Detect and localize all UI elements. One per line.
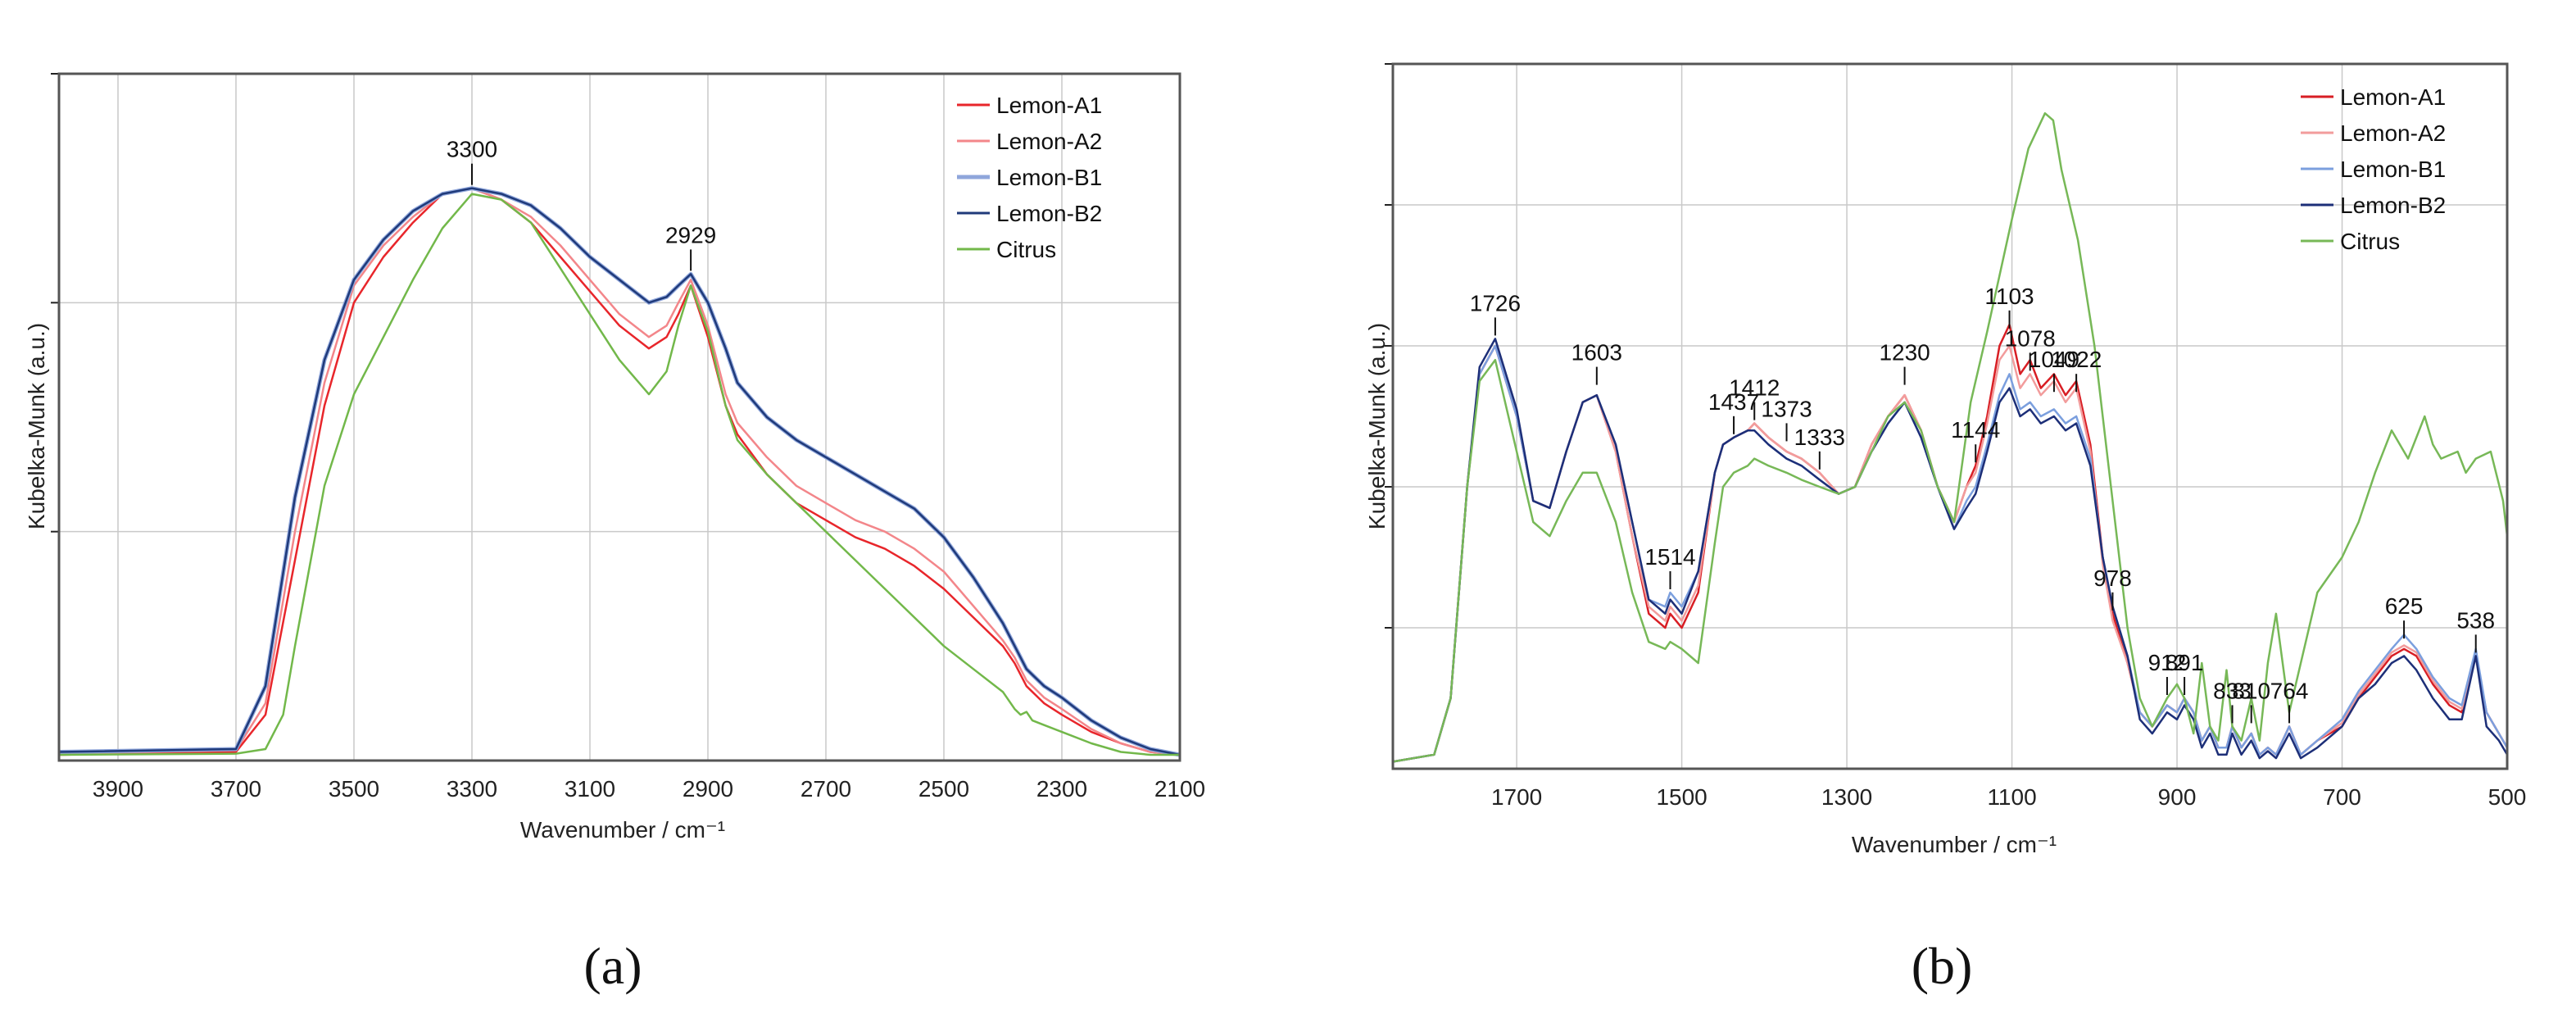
p1-annotation-1373: 1373 — [1761, 396, 1812, 421]
p1-annotation-764: 764 — [2270, 678, 2309, 703]
p1-annotation-1230: 1230 — [1879, 340, 1930, 366]
p1-x-tick-label: 900 — [2158, 784, 2197, 810]
p1-annotation-1022: 1022 — [2051, 347, 2102, 372]
p0-x-tick-label: 2500 — [918, 776, 969, 802]
p1-annotation-912: 912 — [2148, 650, 2187, 675]
p1-annotation-1049: 1049 — [2029, 347, 2079, 372]
p1-annotation-538: 538 — [2456, 607, 2495, 633]
p1-panel-label: (b) — [1912, 937, 1973, 995]
p1-legend-label-citrus: Citrus — [2340, 229, 2400, 254]
p1-x-tick-label: 1700 — [1491, 784, 1542, 810]
p0-series-line-lemon-b1 — [58, 186, 1181, 757]
p1-x-tick-label: 1300 — [1821, 784, 1872, 810]
p0-x-tick-label: 2900 — [683, 776, 733, 802]
p1-plot-frame — [1391, 62, 2509, 770]
p0-legend-label-lemon-b2: Lemon-B2 — [996, 201, 1102, 226]
p1-annotation-1603: 1603 — [1571, 340, 1622, 366]
p1-annotation-978: 978 — [2093, 565, 2132, 591]
p1-annotation-1437: 1437 — [1708, 389, 1759, 415]
p1-x-tick-label: 1100 — [1987, 784, 2036, 810]
p0-x-tick-label: 2100 — [1154, 776, 1205, 802]
p1-y-axis-title: Kubelka-Munk (a.u.) — [1364, 323, 1390, 529]
p0-legend: Lemon-A1 Lemon-A2 Lemon-B1 Lemon-B2 Citrus — [957, 93, 1102, 262]
p1-x-axis-title: Wavenumber / cm⁻¹ — [1852, 832, 2057, 857]
p0-x-tick-label: 2700 — [800, 776, 851, 802]
p0-annotation-3300: 3300 — [447, 137, 497, 162]
p0-x-tick-label: 2300 — [1036, 776, 1087, 802]
p1-annotation-891: 891 — [2166, 650, 2204, 675]
p0-plot-frame — [57, 72, 1181, 762]
p1-series-line-lemon-b1 — [1392, 344, 2509, 763]
p1-annotation-1514: 1514 — [1644, 544, 1695, 570]
p0-legend-label-lemon-a1: Lemon-A1 — [996, 93, 1102, 118]
p1-legend-label-lemon-a2: Lemon-A2 — [2340, 120, 2446, 146]
p1-annotation-810: 810 — [2232, 678, 2270, 703]
p1-annotation-1103: 1103 — [1984, 284, 2034, 309]
p0-series-line-citrus — [58, 193, 1180, 756]
p0-x-tick-label: 3100 — [565, 776, 615, 802]
p1-legend-label-lemon-a1: Lemon-A1 — [2340, 84, 2446, 110]
p1-legend: Lemon-A1 Lemon-A2 Lemon-B1 Lemon-B2 Citrus — [2301, 84, 2446, 254]
p1-x-tick-label: 700 — [2323, 784, 2361, 810]
p1-annotation-1412: 1412 — [1729, 375, 1780, 401]
p1-annotation-1333: 1333 — [1794, 425, 1845, 450]
p0-legend-label-lemon-a2: Lemon-A2 — [996, 129, 1102, 154]
p1-series-line-lemon-a1 — [1392, 323, 2509, 763]
p0-series-line-lemon-a2 — [58, 187, 1181, 756]
chart-panel-b: 1700 1500 1300 1100 900 700 500 Wavenumber / cm… — [1364, 62, 2527, 995]
p0-panel-label: (a) — [583, 937, 642, 995]
p0-x-tick-label: 3900 — [93, 776, 143, 802]
p0-legend-label-lemon-b1: Lemon-B1 — [996, 165, 1102, 190]
p0-y-axis-title: Kubelka-Munk (a.u.) — [24, 323, 49, 529]
p1-x-tick-label: 1500 — [1656, 784, 1707, 810]
p1-annotation-1144: 1144 — [1951, 417, 2000, 443]
p1-series-line-lemon-a2 — [1392, 344, 2509, 763]
p0-annotation-2929: 2929 — [665, 222, 716, 248]
p0-x-tick-label: 3700 — [211, 776, 261, 802]
p1-x-tick-label: 500 — [2488, 784, 2527, 810]
p1-series-line-citrus — [1392, 111, 2509, 763]
p1-legend-label-lemon-b2: Lemon-B2 — [2340, 193, 2446, 218]
chart-panel-a: 3900 3700 3500 3300 3100 2900 2700 2500 2300 2100… — [24, 72, 1205, 995]
p0-x-axis-title: Wavenumber / cm⁻¹ — [520, 817, 725, 843]
p0-legend-label-citrus: Citrus — [996, 237, 1056, 262]
p0-series-line-lemon-a1 — [58, 187, 1181, 756]
p1-series-line-lemon-b2 — [1392, 338, 2509, 763]
p1-annotation-625: 625 — [2385, 593, 2424, 619]
p1-annotation-1726: 1726 — [1470, 290, 1521, 316]
p0-series-line-lemon-b2 — [58, 187, 1181, 756]
p0-x-tick-label: 3300 — [447, 776, 497, 802]
p1-annotation-1078: 1078 — [2005, 325, 2056, 351]
p0-x-tick-label: 3500 — [329, 776, 379, 802]
p1-legend-label-lemon-b1: Lemon-B1 — [2340, 157, 2446, 182]
p1-annotation-833: 833 — [2213, 678, 2252, 703]
